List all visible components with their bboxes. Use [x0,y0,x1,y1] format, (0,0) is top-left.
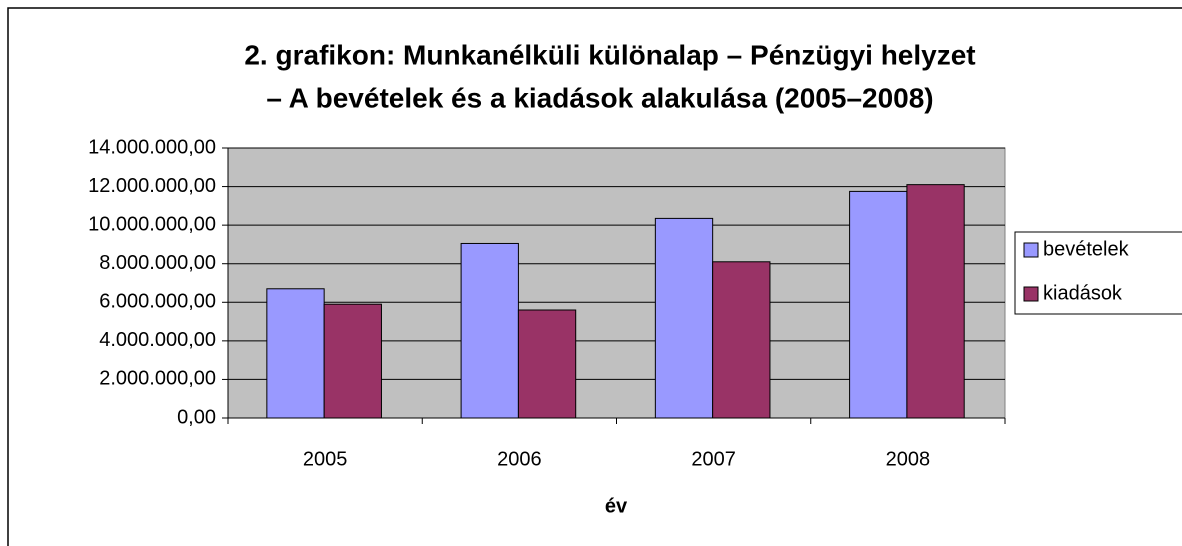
bar [323,303,382,419]
legend-label: kiadások [1043,282,1123,304]
legend-swatch [1023,242,1039,258]
bar [266,288,325,419]
x-tick-label: 2006 [497,448,542,470]
bar [460,242,519,419]
legend-box [1014,231,1182,315]
x-tick-label: 2008 [886,448,931,470]
chart-title: 2. grafikon: Munkanélküli különalap – Pé… [244,39,975,70]
y-tick-label: 14.000.000,00 [88,136,216,158]
y-tick-label: 2.000.000,00 [99,368,216,390]
y-tick-label: 10.000.000,00 [88,213,216,235]
x-axis-label: év [605,495,628,517]
bar [712,261,771,419]
x-tick-label: 2007 [691,448,736,470]
y-tick-label: 0,00 [177,406,216,428]
bar [906,184,965,419]
bar [654,217,714,419]
bar [849,190,908,419]
legend-swatch [1023,286,1039,302]
y-tick-label: 6.000.000,00 [99,291,216,313]
y-tick-label: 8.000.000,00 [99,252,216,274]
x-tick-label: 2005 [303,448,348,470]
y-tick-label: 4.000.000,00 [99,329,216,351]
legend-label: bevételek [1043,238,1130,260]
chart-title: – A bevételek és a kiadások alakulása (2… [266,82,933,113]
y-tick-label: 12.000.000,00 [88,175,216,197]
bar [517,309,577,419]
chart-frame [7,7,1182,546]
